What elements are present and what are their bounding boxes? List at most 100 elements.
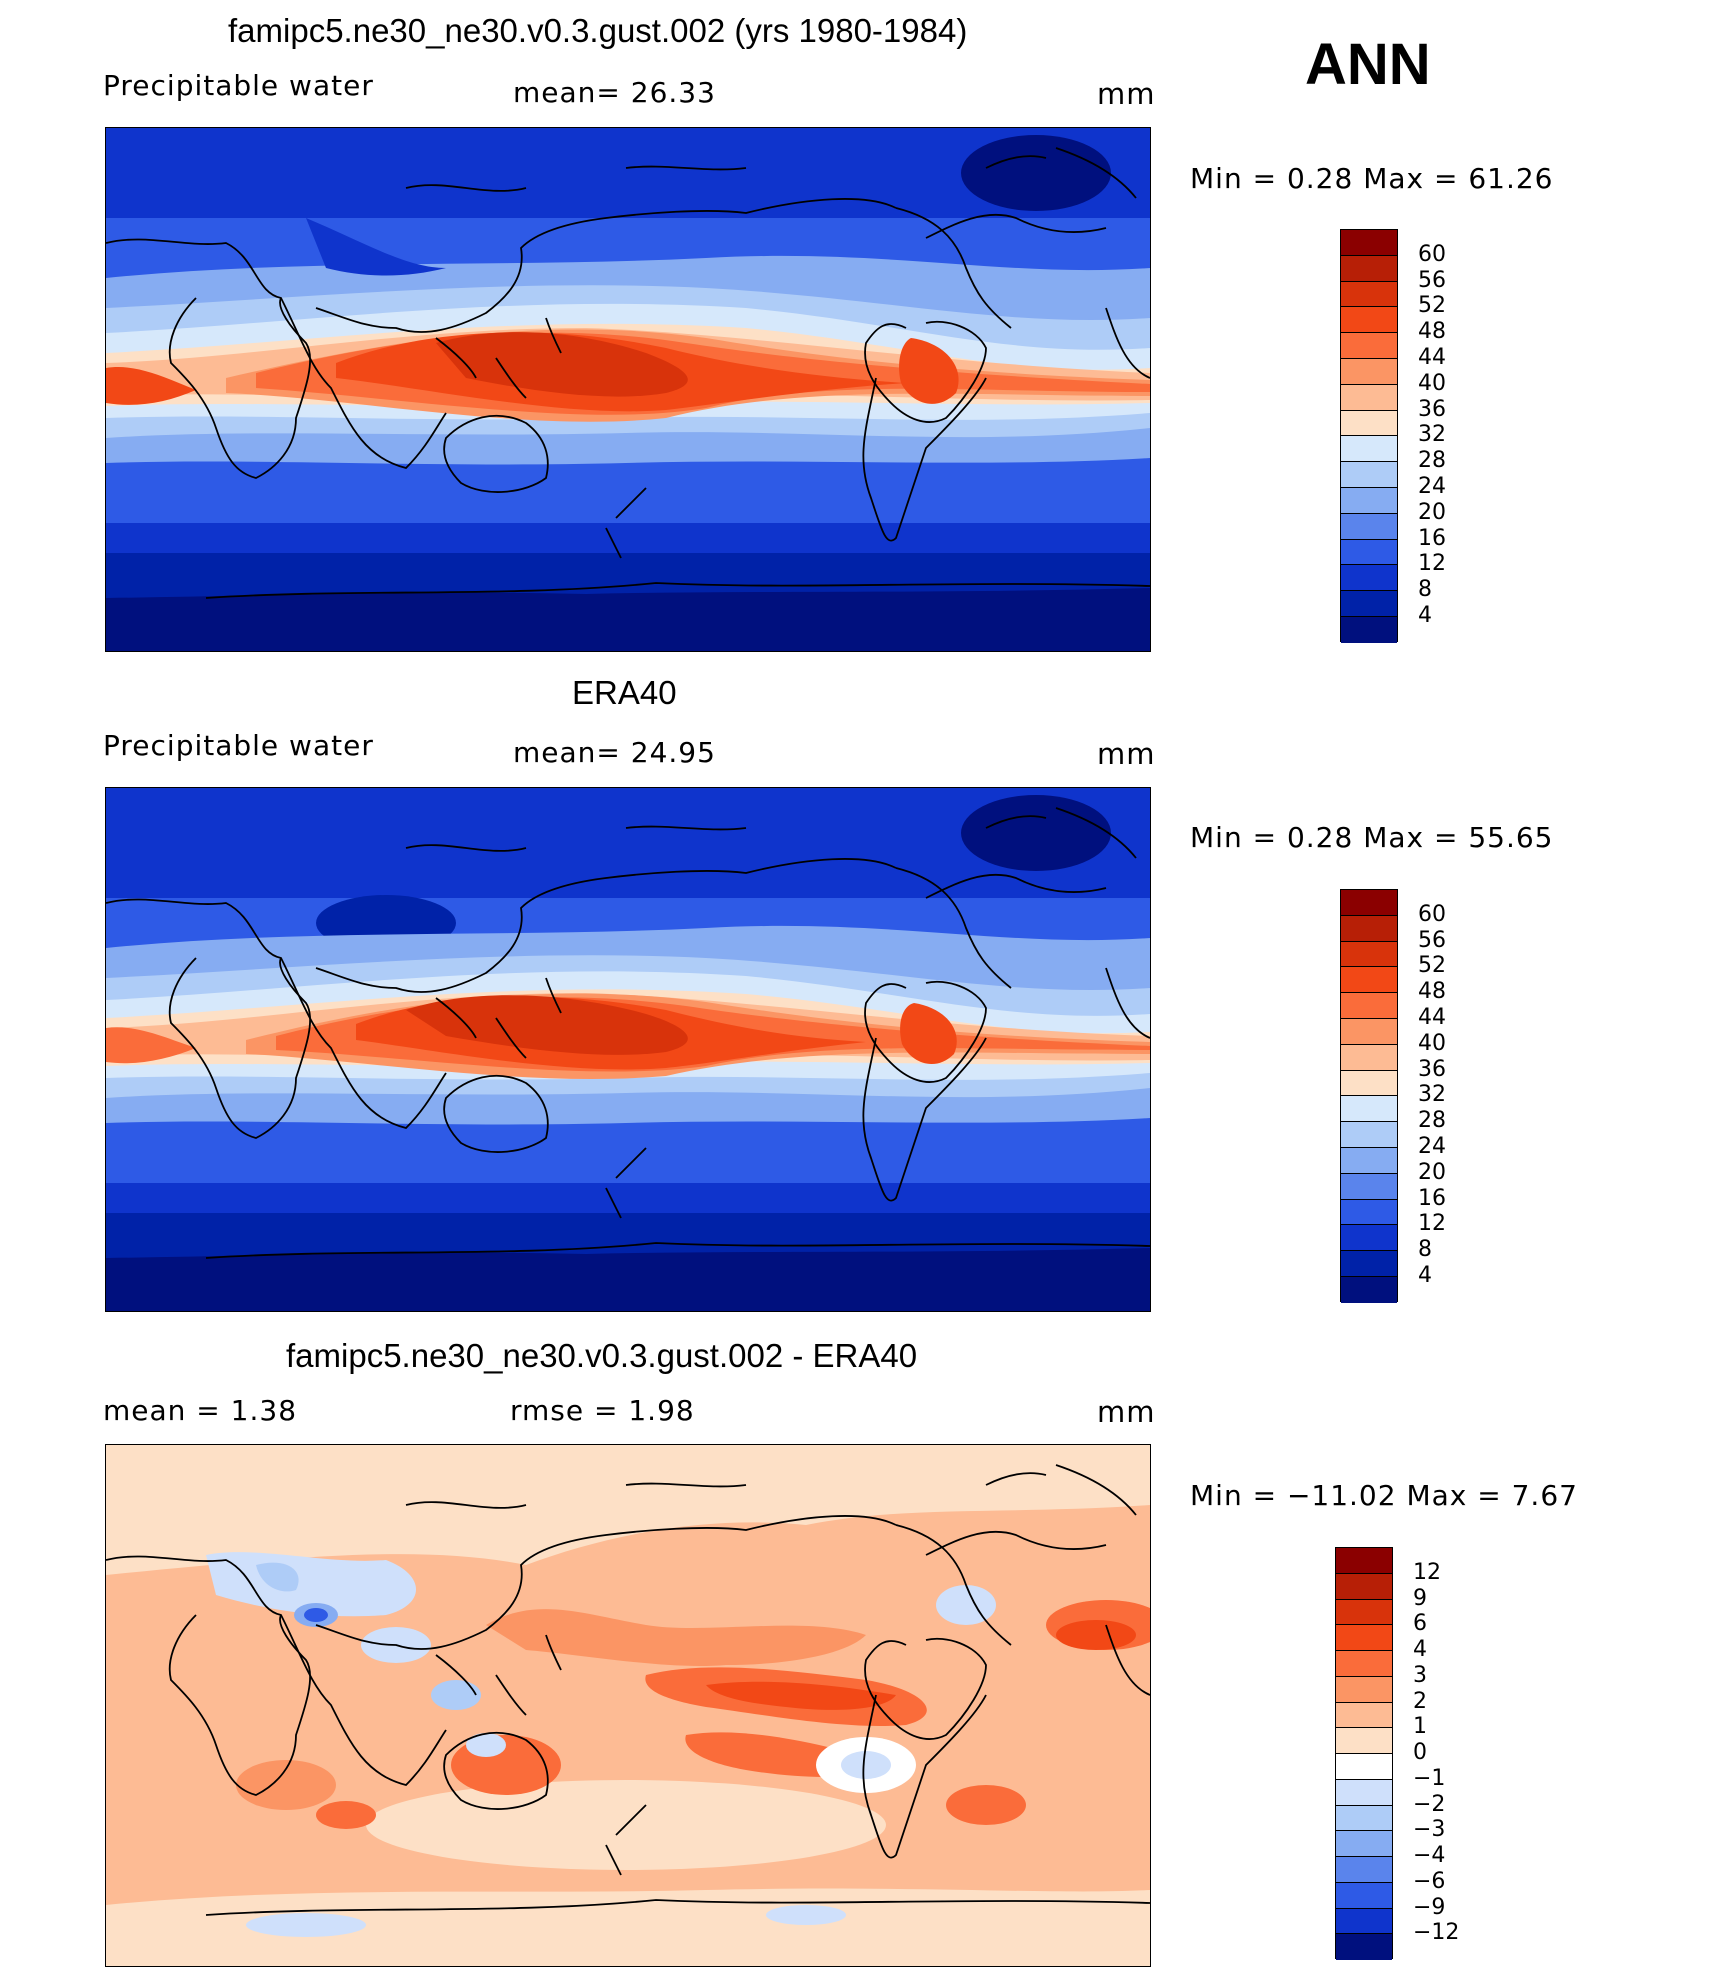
panel1-variable-label: Precipitable water: [103, 69, 374, 102]
panel2-field: [106, 788, 1150, 1311]
colorbar-segment: [1341, 410, 1397, 437]
colorbar-segment: [1341, 333, 1397, 359]
colorbar-segment: [1341, 255, 1397, 282]
colorbar-tick-label: 24: [1418, 474, 1446, 499]
colorbar-segment: [1336, 1754, 1392, 1780]
colorbar-segment: [1336, 1831, 1392, 1857]
panel1-units-label: mm: [1097, 77, 1156, 111]
colorbar-segment: [1336, 1651, 1392, 1677]
colorbar-tick-label: 40: [1418, 370, 1446, 396]
panel3-title: famipc5.ne30_ne30.v0.3.gust.002 - ERA40: [286, 1337, 918, 1374]
panel1-mean-label: mean= 26.33: [513, 76, 716, 109]
colorbar-box: [1340, 889, 1398, 1303]
colorbar-segment: [1341, 230, 1397, 256]
colorbar-tick-label: 3: [1413, 1662, 1427, 1688]
colorbar-tick-label: 8: [1418, 577, 1432, 603]
colorbar-segment: [1336, 1934, 1392, 1960]
colorbar-segment: [1341, 1148, 1397, 1174]
colorbar-segment: [1341, 359, 1397, 385]
colorbar-tick-label: 52: [1418, 293, 1446, 319]
colorbar-tick-label: 20: [1418, 1159, 1446, 1185]
colorbar-tick-label: 1: [1413, 1714, 1427, 1740]
panel1-title: famipc5.ne30_ne30.v0.3.gust.002 (yrs 198…: [228, 12, 968, 49]
colorbar-segment: [1336, 1805, 1392, 1832]
colorbar-segment: [1336, 1857, 1392, 1883]
colorbar-segment: [1341, 1044, 1397, 1071]
colorbar-tick-label: 6: [1413, 1611, 1427, 1637]
colorbar-segment: [1341, 462, 1397, 488]
colorbar-segment: [1336, 1676, 1392, 1703]
colorbar-tick-label: 40: [1418, 1030, 1446, 1056]
colorbar-tick-label: 48: [1418, 979, 1446, 1005]
colorbar-segment: [1336, 1908, 1392, 1935]
colorbar-tick-label: 44: [1418, 345, 1446, 370]
colorbar-segment: [1341, 384, 1397, 411]
colorbar-segment: [1336, 1702, 1392, 1729]
panel3-colorbar: 12 9 6 4 3 2 1 0 −1 −2 −3 −4 −6 −9 −12: [1335, 1547, 1475, 1960]
panel1-coastlines: [106, 147, 1150, 599]
colorbar-tick-label: 60: [1418, 901, 1446, 927]
colorbar-segment: [1341, 1225, 1397, 1252]
colorbar-segment: [1341, 436, 1397, 463]
colorbar-segment: [1336, 1882, 1392, 1909]
colorbar-segment: [1341, 565, 1397, 592]
panel2-mean-label: mean= 24.95: [513, 736, 716, 769]
panel2-coastlines: [106, 807, 1150, 1259]
colorbar-tick-label: 16: [1418, 1185, 1446, 1211]
colorbar-tick-label: 28: [1418, 1108, 1446, 1134]
panel1-colorbar: 60 56 52 48 44 40 36 32 28 24 20 16 12 8 4: [1340, 229, 1480, 644]
panel2-units-label: mm: [1097, 737, 1156, 771]
colorbar-tick-label: 4: [1418, 603, 1432, 628]
colorbar-segment: [1341, 967, 1397, 994]
panel1-field: [106, 128, 1150, 651]
colorbar-box: [1335, 1547, 1393, 1960]
colorbar-segment: [1341, 1096, 1397, 1123]
colorbar-tick-label: 36: [1418, 1056, 1446, 1082]
colorbar-tick-label: −12: [1413, 1920, 1460, 1946]
panel1-minmax-label: Min = 0.28 Max = 61.26: [1190, 162, 1554, 195]
panel3-field: [106, 1445, 1150, 1966]
colorbar-tick-label: 0: [1413, 1740, 1427, 1765]
colorbar-segment: [1341, 1251, 1397, 1277]
colorbar-segment: [1341, 591, 1397, 617]
colorbar-tick-label: −6: [1413, 1868, 1446, 1894]
colorbar-segment: [1341, 941, 1397, 968]
colorbar-segment: [1336, 1728, 1392, 1754]
colorbar-segment: [1341, 513, 1397, 540]
colorbar-segment: [1336, 1599, 1392, 1626]
panel2-title: ERA40: [572, 674, 677, 711]
colorbar-tick-label: −1: [1413, 1765, 1446, 1791]
colorbar-segment: [1341, 1019, 1397, 1045]
colorbar-tick-label: −2: [1413, 1791, 1446, 1817]
colorbar-tick-label: 28: [1418, 448, 1446, 474]
colorbar-segment: [1341, 617, 1397, 643]
colorbar-tick-label: −3: [1413, 1817, 1446, 1843]
colorbar-tick-label: −9: [1413, 1894, 1446, 1920]
panel3-units-label: mm: [1097, 1395, 1156, 1429]
colorbar-tick-label: 60: [1418, 241, 1446, 267]
colorbar-tick-label: 4: [1418, 1263, 1432, 1288]
colorbar-tick-label: 8: [1418, 1237, 1432, 1263]
panel2-variable-label: Precipitable water: [103, 729, 374, 762]
colorbar-segment: [1341, 1122, 1397, 1148]
panel2-map: [105, 787, 1151, 1312]
colorbar-segment: [1336, 1548, 1392, 1574]
panel3-coastlines: [106, 1464, 1150, 1916]
panel3-mean-label: mean = 1.38: [103, 1394, 298, 1427]
colorbar-tick-label: 2: [1413, 1688, 1427, 1714]
colorbar-segment: [1341, 1173, 1397, 1200]
colorbar-segment: [1341, 488, 1397, 514]
colorbar-tick-label: 52: [1418, 953, 1446, 979]
colorbar-tick-label: 9: [1413, 1585, 1427, 1611]
colorbar-tick-label: 44: [1418, 1005, 1446, 1030]
colorbar-tick-label: 36: [1418, 396, 1446, 422]
colorbar-tick-label: 4: [1413, 1637, 1427, 1662]
colorbar-box: [1340, 229, 1398, 643]
colorbar-segment: [1336, 1573, 1392, 1600]
colorbar-segment: [1341, 281, 1397, 308]
colorbar-segment: [1341, 1199, 1397, 1226]
colorbar-tick-label: 24: [1418, 1134, 1446, 1159]
panel3-minmax-label: Min = −11.02 Max = 7.67: [1190, 1479, 1578, 1512]
colorbar-segment: [1336, 1779, 1392, 1806]
colorbar-segment: [1341, 915, 1397, 942]
